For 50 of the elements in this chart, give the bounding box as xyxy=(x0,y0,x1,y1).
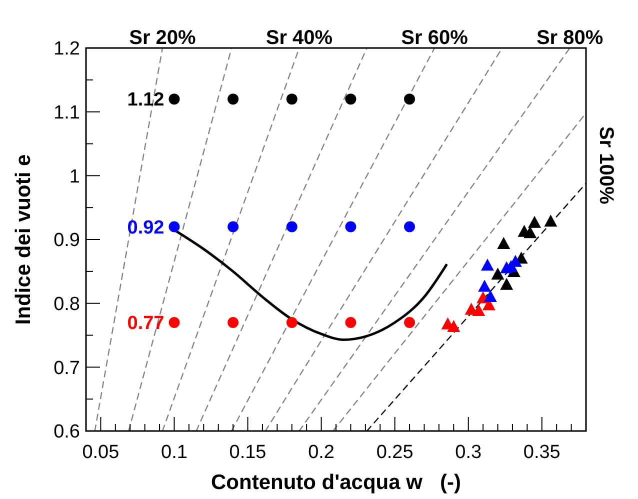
x-axis-title: Contenuto d'acqua w (-) xyxy=(211,471,461,494)
point xyxy=(228,221,239,232)
point xyxy=(345,316,356,328)
y-tick-label: 1 xyxy=(69,166,80,188)
annotation: Sr 100% xyxy=(595,126,617,204)
x-tick-label: 0.25 xyxy=(376,442,414,463)
point xyxy=(544,214,558,227)
x-tick-label: 0.15 xyxy=(229,442,266,463)
point xyxy=(345,94,356,105)
point xyxy=(228,94,239,105)
annotation: Sr 40% xyxy=(266,27,333,49)
point xyxy=(404,316,416,328)
point xyxy=(168,316,180,328)
point xyxy=(286,94,298,105)
series-label: 1.12 xyxy=(127,90,164,111)
point xyxy=(524,226,537,238)
y-tick-label: 1.2 xyxy=(54,38,80,60)
point xyxy=(404,221,416,232)
point xyxy=(491,268,504,280)
point xyxy=(478,280,492,292)
point xyxy=(168,94,180,105)
point xyxy=(480,258,494,271)
point xyxy=(228,316,239,328)
x-tick-label: 0.1 xyxy=(161,442,188,463)
y-tick-label: 0.6 xyxy=(54,422,80,443)
series-label: 0.77 xyxy=(127,313,164,334)
x-tick-label: 0.35 xyxy=(523,442,560,463)
point xyxy=(286,316,298,328)
point xyxy=(472,304,486,316)
point xyxy=(345,221,356,232)
x-tick-label: 0.3 xyxy=(455,442,482,463)
annotation: Sr 60% xyxy=(401,27,468,49)
point xyxy=(168,221,180,232)
point xyxy=(484,290,497,302)
point xyxy=(447,320,460,332)
x-tick-label: 0.05 xyxy=(82,442,120,463)
y-tick-label: 0.7 xyxy=(54,358,80,379)
annotation: Sr 20% xyxy=(129,27,196,49)
point xyxy=(497,236,510,249)
annotation: Sr 80% xyxy=(536,27,604,49)
point xyxy=(500,278,514,290)
y-tick-label: 1.1 xyxy=(54,102,80,124)
series-label: 0.92 xyxy=(127,217,164,238)
point xyxy=(404,94,416,105)
y-tick-label: 0.9 xyxy=(54,230,80,252)
y-axis-title: Indice dei vuoti e xyxy=(12,154,35,325)
point xyxy=(528,216,542,228)
y-tick-label: 0.8 xyxy=(54,294,80,315)
x-tick-label: 0.2 xyxy=(308,442,335,463)
point xyxy=(286,221,298,232)
